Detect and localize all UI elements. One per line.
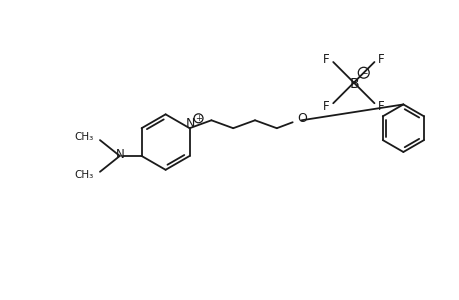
Text: CH₃: CH₃ [75,170,94,180]
Text: F: F [322,100,329,113]
Text: F: F [377,100,384,113]
Text: F: F [322,52,329,66]
Text: N: N [115,148,124,161]
Text: +: + [195,114,202,123]
Text: CH₃: CH₃ [75,132,94,142]
Text: N: N [185,117,195,130]
Text: O: O [297,112,307,125]
Text: F: F [377,52,384,66]
Text: B: B [349,76,359,91]
Text: −: − [359,68,367,77]
